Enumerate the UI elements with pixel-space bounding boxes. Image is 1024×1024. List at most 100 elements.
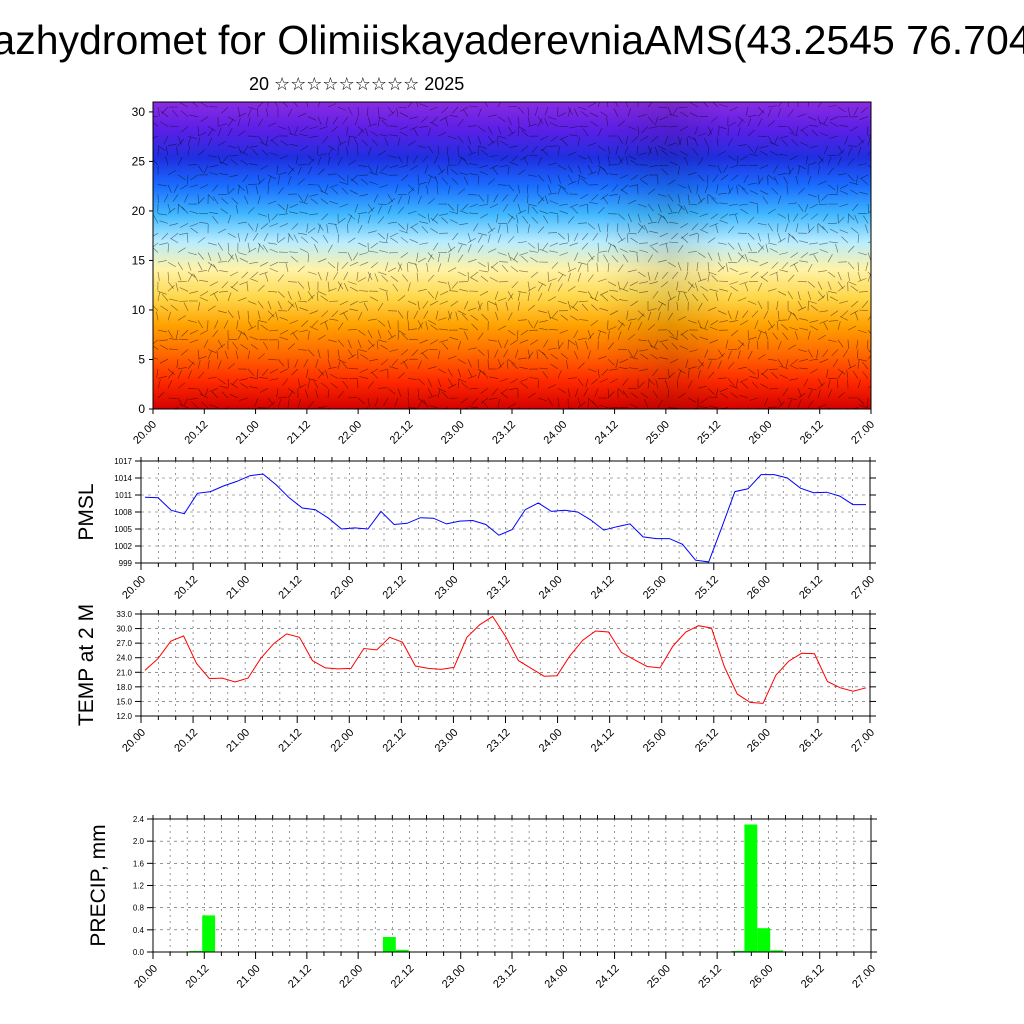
wind-barb	[790, 252, 799, 258]
wind-barb	[578, 319, 589, 321]
wind-barb	[557, 184, 566, 190]
wind-barb	[533, 320, 539, 329]
wind-barb	[471, 397, 479, 405]
x-tick-label: 26.00	[748, 963, 776, 991]
wind-barb	[737, 254, 744, 263]
wind-barb	[157, 146, 160, 156]
wind-barb	[747, 216, 755, 224]
wind-barb	[327, 388, 330, 399]
wind-barb	[759, 150, 769, 156]
wind-barb	[772, 332, 779, 340]
wind-barb	[671, 232, 679, 240]
wind-barb	[320, 295, 329, 302]
wind-barb	[469, 105, 479, 108]
wind-barb	[287, 390, 294, 399]
wind-barb	[357, 277, 367, 282]
wind-barb	[807, 226, 815, 234]
wind-barb	[349, 300, 359, 306]
wind-barb	[647, 379, 650, 389]
wind-barb	[609, 194, 619, 196]
wind-barb	[487, 339, 497, 342]
wind-barb	[649, 126, 659, 129]
wind-barb	[487, 135, 494, 144]
wind-barb	[307, 116, 317, 121]
wind-barb	[449, 115, 459, 117]
wind-barb	[730, 392, 739, 399]
wind-barb	[492, 167, 499, 176]
wind-barb	[697, 359, 704, 367]
wind-barb	[395, 184, 399, 194]
wind-barb	[777, 237, 786, 244]
wind-barb	[381, 275, 389, 282]
wind-barb	[487, 300, 497, 306]
wind-barb	[547, 162, 557, 166]
wind-barb	[317, 224, 321, 234]
wind-barb	[597, 145, 606, 152]
wind-barb	[643, 224, 649, 234]
wind-barb	[587, 165, 593, 174]
wind-barb	[819, 320, 829, 324]
wind-barb	[161, 294, 169, 302]
wind-barb	[589, 201, 599, 205]
wind-barb	[637, 381, 645, 389]
wind-barb	[759, 145, 769, 149]
wind-barb	[769, 150, 779, 156]
wind-barb	[667, 106, 672, 116]
y-tick-label: 25	[132, 154, 146, 168]
wind-barb	[379, 184, 389, 188]
wind-barb	[347, 237, 356, 244]
x-tick-label: 23.12	[485, 574, 513, 602]
wind-barb	[347, 224, 349, 234]
wind-barb	[629, 403, 639, 408]
wind-barb	[627, 199, 637, 205]
wind-barb	[309, 310, 319, 315]
wind-barb	[160, 110, 169, 117]
wind-barb	[276, 388, 279, 398]
wind-barb	[570, 315, 579, 321]
wind-barb	[679, 150, 689, 156]
wind-barb	[464, 331, 469, 340]
wind-barb	[847, 147, 853, 156]
wind-barb	[611, 184, 619, 192]
wind-barb	[197, 136, 201, 146]
wind-barb	[827, 339, 837, 343]
wind-barb	[837, 379, 839, 389]
wind-barb	[482, 371, 489, 379]
wind-barb	[527, 286, 536, 292]
wind-barb	[577, 291, 587, 293]
wind-barb	[153, 305, 159, 311]
wind-barb	[611, 255, 619, 263]
wind-barb	[249, 386, 259, 389]
wind-barb	[839, 229, 849, 234]
wind-barb	[167, 203, 171, 213]
wind-barb	[677, 244, 684, 253]
wind-barb	[517, 241, 527, 244]
wind-barb	[337, 322, 344, 331]
wind-barb	[317, 368, 325, 376]
wind-barb	[765, 243, 769, 253]
wind-barb	[599, 291, 609, 296]
wind-barb	[754, 320, 759, 329]
wind-barb	[358, 174, 369, 176]
wind-barb	[157, 145, 166, 152]
wind-barb	[683, 205, 689, 214]
wind-barb	[768, 388, 779, 390]
wind-barb	[727, 310, 732, 320]
wind-barb	[307, 400, 315, 408]
wind-barb	[829, 228, 839, 234]
wind-barb	[367, 329, 373, 339]
wind-barb	[858, 291, 869, 293]
wind-barb	[747, 182, 757, 185]
wind-barb	[757, 233, 761, 242]
wind-barb	[247, 310, 249, 320]
wind-barb	[800, 252, 809, 259]
wind-barb	[481, 313, 489, 321]
wind-barb	[387, 388, 396, 395]
wind-barb	[157, 184, 167, 187]
y-tick-label: 0.4	[133, 926, 145, 935]
wind-barb	[597, 368, 600, 378]
wind-barb	[167, 329, 173, 338]
x-tick-label: 27.00	[849, 727, 877, 755]
wind-barb	[669, 114, 679, 117]
wind-barb	[582, 128, 589, 137]
